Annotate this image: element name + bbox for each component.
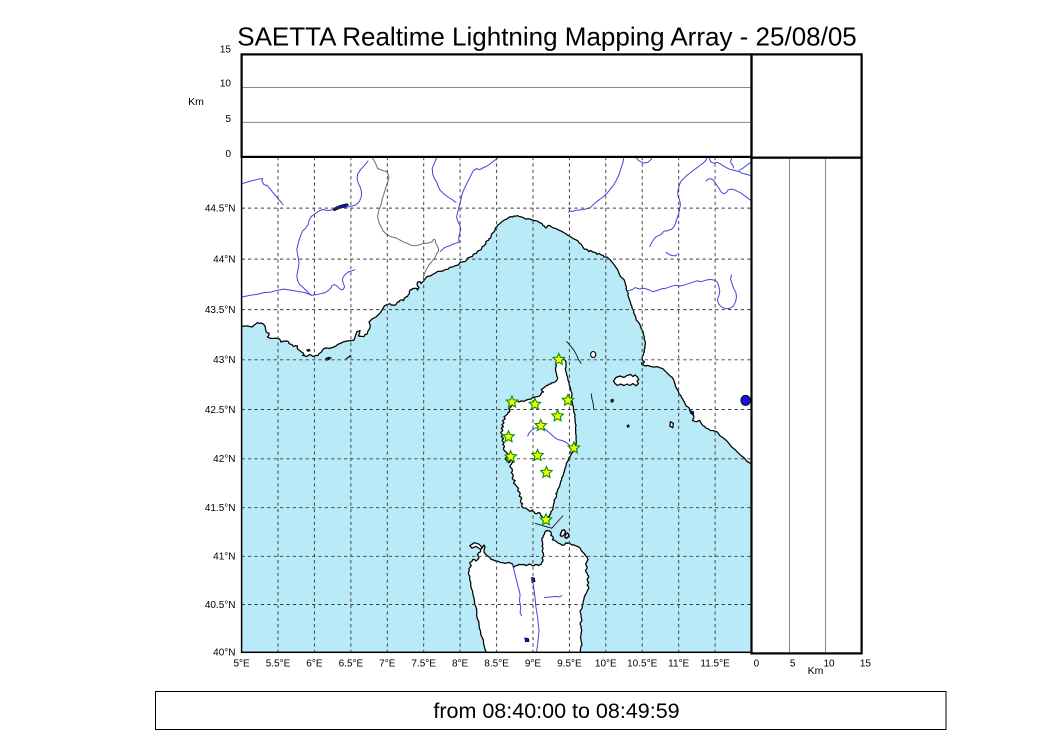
svg-text:40.5°N: 40.5°N: [205, 600, 236, 611]
svg-text:5.5°E: 5.5°E: [266, 659, 291, 670]
svg-text:5°E: 5°E: [233, 659, 250, 670]
svg-text:5: 5: [225, 114, 231, 125]
svg-text:15: 15: [220, 44, 232, 55]
svg-text:Km: Km: [808, 665, 824, 677]
svg-text:6.5°E: 6.5°E: [339, 659, 364, 670]
svg-text:44.5°N: 44.5°N: [205, 204, 236, 215]
svg-text:42.5°N: 42.5°N: [205, 405, 236, 416]
svg-text:41°N: 41°N: [213, 552, 235, 563]
svg-text:10: 10: [220, 78, 232, 89]
svg-text:41.5°N: 41.5°N: [205, 503, 236, 514]
svg-text:10: 10: [823, 659, 835, 670]
svg-text:9.5°E: 9.5°E: [557, 659, 582, 670]
svg-text:43.5°N: 43.5°N: [205, 305, 236, 316]
svg-text:0: 0: [225, 149, 231, 160]
svg-text:5: 5: [790, 659, 796, 670]
svg-text:7.5°E: 7.5°E: [411, 659, 436, 670]
svg-text:15: 15: [860, 659, 872, 670]
svg-text:11.5°E: 11.5°E: [700, 659, 730, 670]
svg-text:from 08:40:00 to 08:49:59: from 08:40:00 to 08:49:59: [433, 699, 679, 723]
svg-text:8°E: 8°E: [452, 659, 469, 670]
svg-text:10°E: 10°E: [595, 659, 617, 670]
svg-text:SAETTA Realtime Lightning Mapp: SAETTA Realtime Lightning Mapping Array …: [237, 22, 857, 52]
svg-text:6°E: 6°E: [306, 659, 323, 670]
svg-text:42°N: 42°N: [213, 454, 235, 465]
svg-text:40°N: 40°N: [213, 648, 235, 659]
svg-text:7°E: 7°E: [379, 659, 396, 670]
svg-text:8.5°E: 8.5°E: [484, 659, 509, 670]
svg-text:44°N: 44°N: [213, 255, 235, 266]
svg-text:Km: Km: [188, 96, 204, 108]
svg-text:10.5°E: 10.5°E: [627, 659, 657, 670]
svg-text:11°E: 11°E: [668, 659, 689, 670]
svg-text:43°N: 43°N: [213, 355, 235, 366]
svg-text:0: 0: [754, 659, 760, 670]
svg-text:9°E: 9°E: [525, 659, 542, 670]
